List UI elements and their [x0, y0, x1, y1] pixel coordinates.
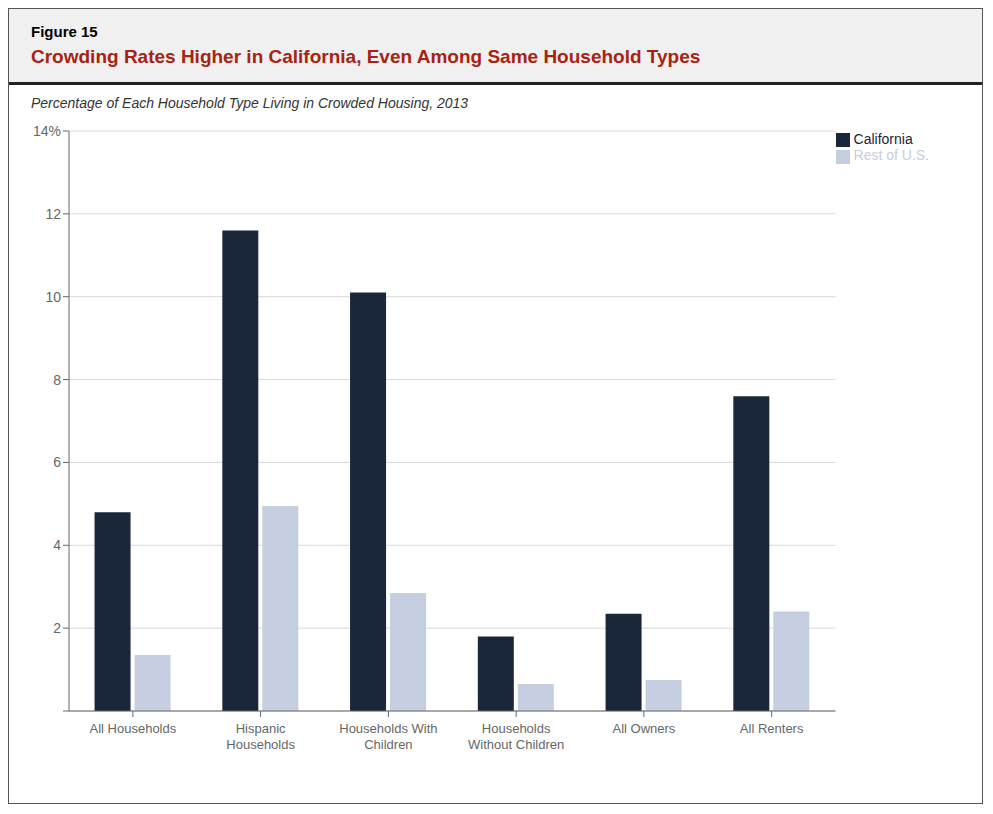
svg-text:10: 10: [45, 289, 61, 305]
html-text:Rest of U.S.: Rest of U.S.: [853, 147, 929, 164]
svg-text:14%: 14%: [33, 123, 61, 139]
html-text:Percentage of Each Household T: Percentage of Each Household Type Living…: [31, 95, 469, 111]
html-text:Crowding Rates Higher in Calif: Crowding Rates Higher in California, Eve…: [31, 46, 701, 67]
svg-text:All Owners: All Owners: [612, 721, 675, 736]
html-text:Figure 15: Figure 15: [31, 23, 98, 40]
svg-text:6: 6: [53, 454, 61, 470]
svg-text:Households WithChildren: Households WithChildren: [339, 721, 437, 752]
svg-text:4: 4: [53, 537, 61, 553]
svg-text:HouseholdsWithout Children: HouseholdsWithout Children: [468, 721, 564, 752]
svg-text:8: 8: [53, 372, 61, 388]
svg-text:All Households: All Households: [90, 721, 177, 736]
svg-text:HispanicHouseholds: HispanicHouseholds: [226, 721, 295, 752]
svg-text:12: 12: [45, 206, 61, 222]
html-text:California: California: [853, 131, 913, 147]
svg-text:2: 2: [53, 620, 61, 636]
svg-text:All Renters: All Renters: [740, 721, 804, 736]
